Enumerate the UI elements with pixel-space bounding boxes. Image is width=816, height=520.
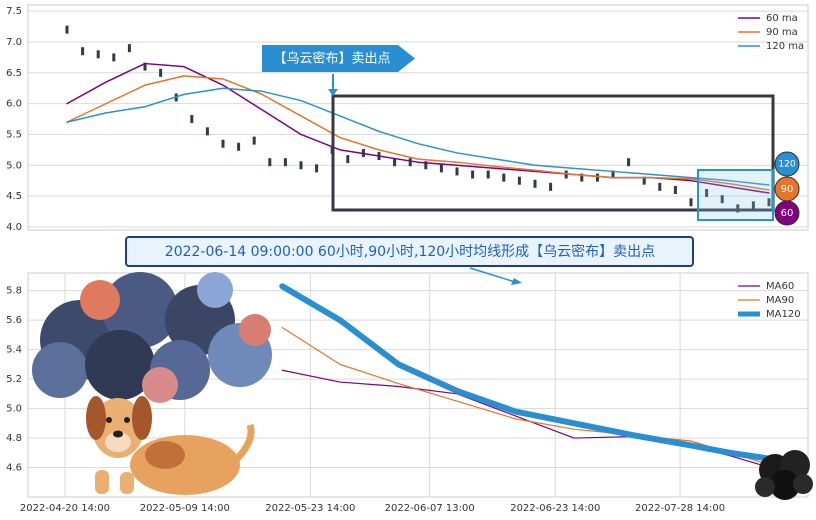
y-tick-label: 5.6 (6, 315, 22, 326)
banner-text: 2022-06-14 09:00:00 60小时,90小时,120小时均线形成【… (165, 243, 655, 260)
candle (299, 161, 303, 170)
end-label: 90 (781, 184, 794, 195)
legend-label: 60 ma (766, 13, 798, 24)
y-tick-label: 5.0 (6, 404, 22, 415)
candle (455, 167, 459, 176)
candle (658, 182, 662, 191)
candle (595, 173, 599, 182)
y-tick-label: 4.8 (6, 433, 22, 444)
legend-label: MA120 (766, 309, 801, 320)
banner (125, 236, 694, 267)
x-tick-label: 2022-05-09 14:00 (140, 503, 230, 514)
y-tick-label: 5.8 (6, 286, 22, 297)
annotation-pointer-head (328, 89, 338, 96)
candle (580, 173, 584, 182)
candle (112, 53, 116, 62)
candle (549, 182, 553, 191)
y-tick-label: 4.5 (6, 191, 22, 202)
end-label: 60 (781, 208, 794, 219)
candle (237, 142, 241, 151)
candle (627, 158, 631, 167)
end-label: 120 (778, 160, 795, 170)
candle (81, 47, 85, 56)
y-tick-label: 5.2 (6, 374, 22, 385)
banner-arrow (469, 267, 516, 283)
x-tick-label: 2022-06-07 13:00 (385, 503, 475, 514)
y-tick-label: 5.5 (6, 129, 22, 140)
candle (439, 164, 443, 173)
mark-layer (65, 25, 773, 469)
candle (268, 158, 272, 167)
candle (611, 170, 615, 179)
legend-label: 120 ma (766, 41, 804, 52)
signal-box (331, 94, 775, 212)
candle (471, 170, 475, 179)
candle (486, 170, 490, 179)
candle (767, 198, 771, 207)
candle (689, 198, 693, 207)
dog (86, 396, 255, 495)
candle (642, 176, 646, 185)
candle (283, 158, 287, 167)
x-tick-label: 2022-07-28 14:00 (635, 503, 725, 514)
candle (393, 158, 397, 167)
legend-label: MA60 (766, 281, 794, 292)
candle (221, 139, 225, 148)
candle (705, 189, 709, 198)
x-tick-label: 2022-05-23 14:00 (265, 503, 355, 514)
candle (143, 62, 147, 71)
storm-cloud (32, 272, 272, 403)
candle (315, 164, 319, 173)
annotation: 【乌云密布】卖出点 (273, 51, 390, 67)
candle (190, 115, 194, 124)
y-tick-label: 5.4 (6, 345, 22, 356)
candle (205, 127, 209, 136)
dark-cloud (755, 450, 813, 500)
candle (751, 201, 755, 210)
ma-line (279, 283, 773, 462)
end-bubble (774, 200, 800, 226)
candle (424, 161, 428, 170)
annotation-arrow (262, 45, 415, 72)
y-tick-label: 7.0 (6, 37, 22, 48)
y-tick-label: 4.0 (6, 222, 22, 233)
ma-line (66, 87, 770, 186)
candle (127, 44, 131, 53)
candle (65, 25, 69, 34)
banner-arrow-head (511, 278, 522, 285)
y-tick-label: 5.0 (6, 160, 22, 171)
y-tick-label: 7.5 (6, 6, 22, 17)
candle (159, 68, 163, 77)
candle (533, 179, 537, 188)
y-tick-label: 6.5 (6, 68, 22, 79)
legend-label: 90 ma (766, 27, 798, 38)
candle (736, 204, 740, 213)
candle (517, 176, 521, 185)
x-tick-label: 2022-06-23 14:00 (510, 503, 600, 514)
candle (673, 185, 677, 194)
candle (720, 195, 724, 204)
end-bubble (774, 151, 800, 177)
y-tick-label: 6.0 (6, 99, 22, 110)
candle (346, 155, 350, 164)
legend-label: MA90 (766, 295, 794, 306)
candle (96, 50, 100, 59)
top-plot-area (27, 4, 809, 231)
y-tick-label: 4.6 (6, 463, 22, 474)
candle (408, 158, 412, 167)
end-box (697, 169, 774, 221)
ma-line (66, 75, 770, 191)
candle (502, 173, 506, 182)
candle (252, 136, 256, 145)
x-tick-label: 2022-04-20 14:00 (20, 503, 110, 514)
